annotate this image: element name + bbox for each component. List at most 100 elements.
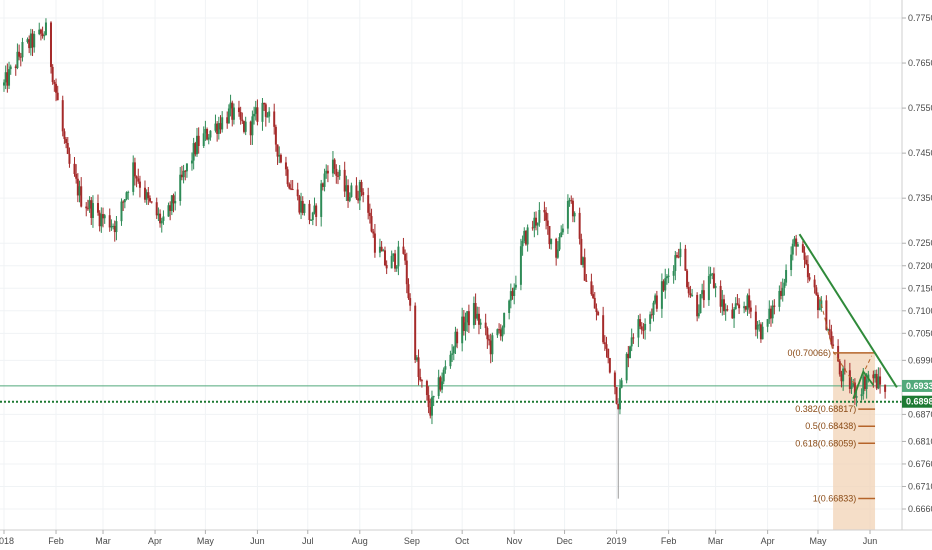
candle-body [691, 294, 694, 296]
candle-body [419, 377, 422, 381]
candle-body [758, 324, 761, 326]
candle-body [840, 374, 843, 382]
candle-body [357, 198, 360, 201]
candle-body [796, 244, 799, 247]
candle-body [689, 293, 692, 296]
candle-body [675, 255, 678, 257]
candle-body [791, 243, 794, 255]
candle-body [427, 395, 430, 408]
candle-body [538, 209, 541, 223]
candle-body [452, 346, 455, 354]
candle-body [654, 295, 657, 303]
candle-body [484, 322, 487, 329]
candle-body [315, 205, 318, 217]
fibonacci-level-label: 0.5(0.68438) [805, 421, 856, 431]
candle-body [467, 311, 470, 326]
candle-body [137, 178, 140, 182]
candle-body [679, 248, 682, 258]
candle-body [209, 130, 212, 138]
candle-body [474, 303, 477, 319]
candle-body [620, 380, 623, 388]
candle-body [414, 305, 417, 360]
candle-body [498, 329, 501, 331]
candle-body [773, 305, 776, 307]
candle-body [595, 308, 598, 313]
candle-body [754, 311, 757, 330]
candle-body [239, 112, 242, 120]
candle-body [53, 82, 56, 84]
candle-body [179, 174, 182, 201]
candle-body [496, 329, 499, 336]
candle-body [585, 280, 588, 282]
candle-body [261, 102, 264, 122]
candle-body [731, 309, 734, 319]
candle-body [278, 154, 281, 157]
candle-body [466, 311, 469, 323]
fibonacci-level-label: 0.618(0.68059) [795, 438, 856, 448]
candle-body [597, 312, 600, 316]
candle-body [65, 139, 68, 144]
candle-body [781, 287, 784, 296]
candle-body [603, 342, 606, 345]
candle-body [150, 201, 153, 203]
candle-body [18, 51, 21, 57]
candle-body [637, 319, 640, 338]
candle-body [326, 170, 329, 174]
candle-body [568, 200, 571, 202]
candle-body [143, 187, 146, 200]
candle-body [640, 326, 643, 330]
candle-body [441, 381, 444, 390]
x-tick-label: Apr [761, 536, 775, 546]
candle-body [63, 131, 66, 140]
candle-body [667, 275, 670, 277]
candle-body [432, 395, 435, 398]
candle-body [491, 335, 494, 355]
candle-body [780, 290, 783, 296]
candle-body [3, 82, 5, 86]
candle-body [461, 316, 464, 344]
candle-body [746, 295, 749, 310]
candle-body [570, 200, 573, 202]
candle-body [813, 279, 816, 288]
candle-body [697, 313, 700, 317]
candle-body [613, 372, 616, 388]
candle-body [420, 380, 423, 382]
candle-body [145, 192, 148, 200]
candle-body [417, 357, 420, 378]
candle-body [26, 39, 29, 43]
candle-body [39, 29, 42, 34]
x-tick-label: Jun [863, 536, 878, 546]
candle-body [325, 170, 328, 174]
x-tick-label: Mar [708, 536, 724, 546]
candle-body [343, 169, 346, 192]
candle-body [100, 214, 103, 227]
drawings-layer: 0(0.70066) 0.382(0.68817) 0.5(0.68438) 0.61… [788, 233, 898, 504]
candle-body [489, 340, 492, 355]
candle-body [701, 290, 704, 295]
candle-body [38, 29, 41, 35]
candle-body [472, 303, 475, 326]
candle-body [523, 230, 526, 241]
candle-body [853, 382, 856, 398]
candle-body [828, 329, 831, 332]
candle-body [358, 182, 361, 201]
candle-body [313, 205, 316, 213]
candle-body [367, 195, 370, 213]
candle-body [665, 276, 668, 279]
candle-body [573, 212, 576, 217]
candle-body [251, 116, 254, 136]
candle-body [226, 117, 229, 124]
candle-body [486, 328, 489, 340]
y-tick-label: 0.68100 [908, 436, 932, 446]
candle-body [652, 302, 655, 315]
candle-body [157, 213, 160, 216]
candle-body [578, 212, 581, 239]
candle-body [875, 373, 878, 389]
candle-body [204, 128, 207, 134]
candle-body [268, 111, 271, 117]
candle-body [503, 313, 506, 328]
candle-body [699, 294, 702, 314]
candle-body [488, 339, 491, 341]
